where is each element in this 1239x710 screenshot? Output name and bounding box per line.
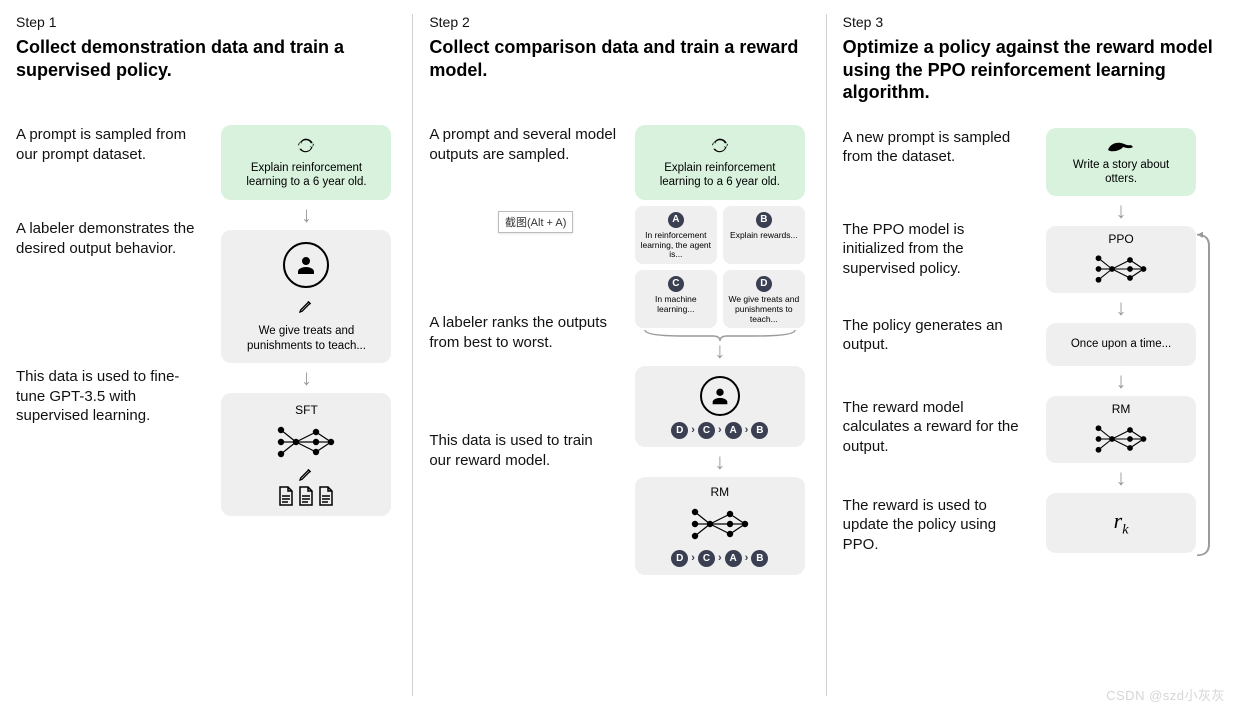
option-b: BExplain rewards... [723,206,805,264]
step2-desc2: A labeler ranks the outputs from best to… [429,313,618,423]
step1-label: Step 1 [16,14,396,30]
step3-flow: A new prompt is sampled from the dataset… [843,128,1223,563]
person-icon [283,242,329,288]
step1-prompt-box: Explain reinforcement learning to a 6 ye… [221,125,391,200]
step2-desc3: This data is used to train our reward mo… [429,431,618,470]
watermark: CSDN @szd小灰灰 [1106,685,1225,704]
ppo-label: PPO [1108,232,1133,247]
step1-sft-box: SFT [221,393,391,516]
arrow-icon: ↓ [714,451,725,473]
step1-title: Collect demonstration data and train a s… [16,36,396,81]
step3-desc3: The policy generates an output. [843,316,1023,390]
step1-demo: We give treats and punishments to teach.… [233,324,379,353]
rm-label: RM [1112,402,1131,417]
arrow-icon: ↓ [1116,297,1127,319]
option-a: AIn reinforcement learning, the agent is… [635,206,717,264]
pencil-icon [298,466,314,482]
ranking-row: D› C› A› B [671,550,768,567]
neural-net-icon [1089,421,1153,457]
arrow-icon: ↓ [1116,467,1127,489]
step3-column: Step 3 Optimize a policy against the rew… [827,0,1239,710]
person-icon [700,376,740,416]
option-c: CIn machine learning... [635,270,717,328]
step3-title: Optimize a policy against the reward mod… [843,36,1223,104]
step2-flow: A prompt and several model outputs are s… [429,125,809,575]
step2-prompt-box: Explain reinforcement learning to a 6 ye… [635,125,805,200]
step1-desc2: A labeler demonstrates the desired outpu… [16,219,205,359]
step3-ppo-box: PPO [1046,226,1196,293]
recycle-icon [295,135,317,157]
loop-arrow-icon [1193,230,1213,560]
docs-row [277,486,335,506]
step2-desc1: A prompt and several model outputs are s… [429,125,618,255]
step2-rank-box: D› C› A› B [635,366,805,447]
step1-desc1: A prompt is sampled from our prompt data… [16,125,205,211]
arrow-icon: ↓ [301,367,312,389]
reward-variable: rk [1114,508,1129,533]
step2-title: Collect comparison data and train a rewa… [429,36,809,81]
step2-column: Step 2 Collect comparison data and train… [413,0,825,710]
arrow-icon: ↓ [714,340,725,362]
step1-flow: A prompt is sampled from our prompt data… [16,125,396,516]
neural-net-icon [685,504,755,544]
step3-label: Step 3 [843,14,1223,30]
step3-prompt: Write a story about otters. [1073,159,1169,185]
arrow-icon: ↓ [1116,370,1127,392]
step3-output-box: Once upon a time... [1046,323,1196,365]
step1-labeler-box: We give treats and punishments to teach.… [221,230,391,363]
step2-prompt: Explain reinforcement learning to a 6 ye… [660,162,780,188]
neural-net-icon [1089,251,1153,287]
otter-icon [1106,138,1136,154]
step3-desc2: The PPO model is initialized from the su… [843,220,1023,308]
recycle-icon [709,135,731,157]
option-d: DWe give treats and punishments to teach… [723,270,805,328]
doc-icon [317,486,335,506]
neural-net-icon [271,422,341,462]
step2-rm-box: RM D› C› A› B [635,477,805,575]
step3-desc1: A new prompt is sampled from the dataset… [843,128,1023,212]
step3-desc5: The reward is used to update the policy … [843,496,1023,555]
step3-desc4: The reward model calculates a reward for… [843,398,1023,488]
step3-reward-box: rk [1046,493,1196,553]
arrow-icon: ↓ [1116,200,1127,222]
doc-icon [297,486,315,506]
step1-column: Step 1 Collect demonstration data and tr… [0,0,412,710]
step1-prompt: Explain reinforcement learning to a 6 ye… [246,162,366,188]
screenshot-tooltip: 截图(Alt + A) [498,211,573,233]
doc-icon [277,486,295,506]
ranking-row: D› C› A› B [643,422,797,439]
step3-prompt-box: Write a story about otters. [1046,128,1196,197]
step2-label: Step 2 [429,14,809,30]
step3-rm-box: RM [1046,396,1196,463]
rm-label: RM [710,485,729,500]
step1-desc3: This data is used to fine-tune GPT-3.5 w… [16,367,205,426]
options-grid: AIn reinforcement learning, the agent is… [635,206,805,329]
pencil-icon [298,298,314,314]
step3-output: Once upon a time... [1071,338,1171,350]
sft-label: SFT [295,403,318,418]
arrow-icon: ↓ [301,204,312,226]
